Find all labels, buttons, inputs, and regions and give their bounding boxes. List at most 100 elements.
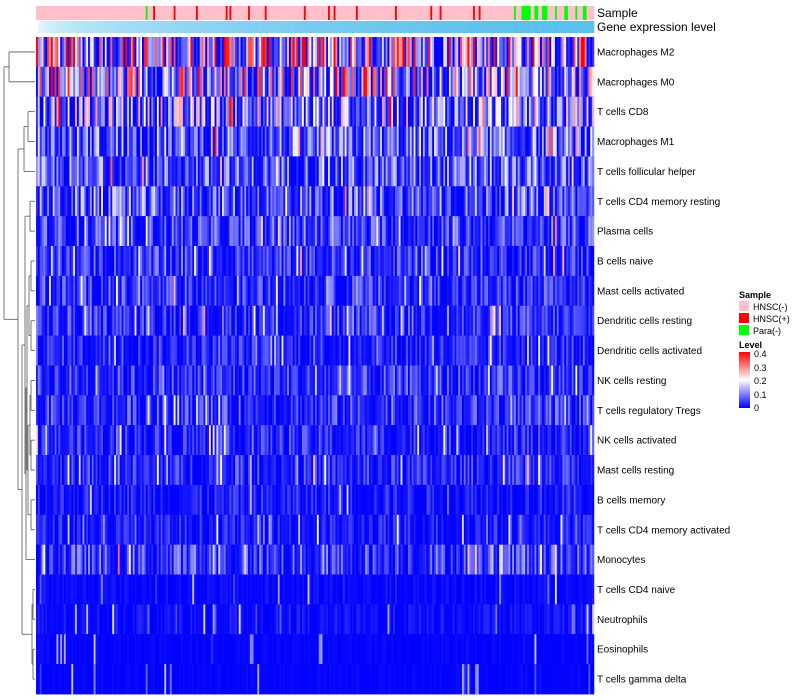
heatmap-cell (210, 126, 213, 157)
sample-annotation-cell (385, 6, 388, 20)
heatmap-cell (381, 126, 385, 157)
heatmap-cell (106, 305, 109, 336)
heatmap-cell (225, 186, 228, 217)
heatmap-cell (579, 66, 582, 98)
heatmap-cell (402, 126, 405, 157)
heatmap-cell (480, 246, 483, 277)
heatmap-cell (320, 455, 323, 486)
heatmap-cell (428, 275, 431, 307)
heatmap-cell (437, 395, 440, 426)
heatmap-cell (467, 66, 470, 98)
heatmap-cell (400, 365, 403, 396)
heatmap-cell (463, 66, 466, 98)
heatmap-cell (409, 186, 412, 217)
heatmap-cell (281, 216, 284, 247)
expression-annotation-cell (448, 21, 452, 33)
heatmap-cell (480, 395, 483, 426)
heatmap-cell (171, 395, 174, 426)
heatmap-cell (540, 186, 543, 217)
heatmap-cell (337, 66, 340, 98)
heatmap-cell (37, 425, 40, 456)
sample-annotation-cell (391, 6, 394, 20)
expression-annotation-cell (303, 21, 306, 33)
heatmap-cell (169, 126, 173, 157)
heatmap-cell (36, 96, 39, 127)
heatmap-cell (556, 365, 559, 396)
heatmap-cell (341, 305, 344, 336)
heatmap-cell (123, 186, 126, 217)
heatmap-cell (515, 365, 518, 396)
heatmap-cell (554, 37, 558, 68)
heatmap-cell (461, 246, 465, 277)
heatmap-cell (99, 395, 102, 426)
expression-annotation-cell (119, 21, 122, 33)
heatmap-cell (102, 96, 106, 127)
heatmap-cell (554, 156, 558, 187)
heatmap-cell (361, 425, 364, 456)
heatmap-cell (489, 335, 492, 366)
heatmap-cell (428, 395, 431, 426)
heatmap-cell (149, 186, 152, 217)
heatmap-cell (411, 126, 414, 157)
heatmap-cell (236, 66, 239, 98)
heatmap-cell (564, 305, 567, 336)
heatmap-cell (549, 126, 552, 157)
heatmap-cell (515, 186, 518, 217)
heatmap-cell (417, 425, 420, 456)
heatmap-cell (331, 186, 334, 217)
sample-annotation-cell (179, 6, 182, 20)
heatmap-cell (368, 395, 372, 426)
heatmap-cell (86, 275, 89, 307)
heatmap-cell (413, 126, 416, 157)
heatmap-cell (275, 305, 279, 336)
heatmap-cell (225, 395, 228, 426)
heatmap-cell (415, 126, 418, 157)
heatmap-cell (50, 216, 53, 247)
heatmap-cell (553, 425, 556, 456)
heatmap-cell (532, 275, 535, 307)
heatmap-cell (495, 186, 498, 217)
heatmap-cell (352, 66, 355, 98)
heatmap-cell (117, 395, 120, 426)
heatmap-cell (104, 365, 107, 396)
expression-annotation-cell (579, 21, 582, 33)
heatmap-cell (421, 96, 424, 127)
expression-annotation-cell (214, 21, 217, 33)
heatmap-cell (39, 365, 42, 396)
heatmap-cell (554, 96, 558, 127)
heatmap-cell (86, 246, 89, 277)
heatmap-cell (45, 425, 48, 456)
heatmap-cell (408, 246, 411, 277)
heatmap-cell (73, 425, 76, 456)
heatmap-cell (43, 335, 46, 366)
heatmap-cell (474, 66, 478, 98)
heatmap-cell (439, 305, 442, 336)
heatmap-cell (274, 186, 277, 217)
expression-annotation-cell (281, 21, 284, 33)
heatmap-cell (326, 96, 329, 127)
expression-annotation-cell (359, 21, 362, 33)
heatmap-cell (575, 335, 578, 366)
heatmap-cell (134, 425, 137, 456)
heatmap-cell (49, 335, 52, 366)
heatmap-cell (262, 305, 266, 336)
heatmap-cell (510, 275, 513, 307)
heatmap-cell (461, 335, 465, 366)
heatmap-cell (534, 156, 537, 187)
heatmap-cell (402, 246, 405, 277)
heatmap-cell (448, 216, 452, 247)
heatmap-cell (86, 365, 89, 396)
heatmap-cell (586, 275, 589, 307)
heatmap-cell (171, 246, 174, 277)
heatmap-cell (102, 305, 106, 336)
heatmap-cell (184, 365, 187, 396)
heatmap-cell (391, 37, 394, 68)
heatmap-cell (527, 335, 530, 366)
heatmap-cell (404, 365, 407, 396)
heatmap-cell (517, 246, 520, 277)
heatmap-cell (580, 66, 584, 98)
heatmap-cell (497, 425, 500, 456)
heatmap-cell (279, 395, 282, 426)
expression-annotation-cell (147, 21, 150, 33)
heatmap-cell (514, 365, 517, 396)
